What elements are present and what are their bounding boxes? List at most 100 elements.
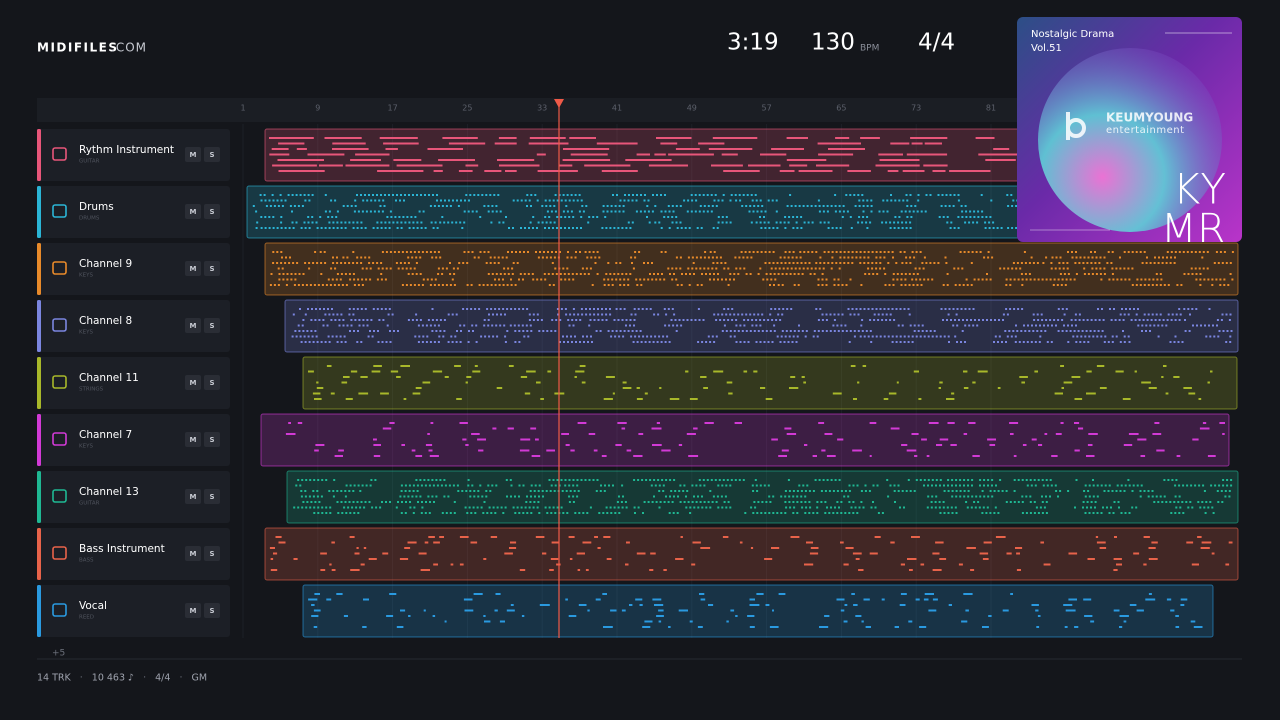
mute-button[interactable] xyxy=(185,546,201,561)
note xyxy=(804,490,807,492)
note xyxy=(1157,501,1160,503)
note xyxy=(573,313,576,316)
note xyxy=(526,495,528,498)
note xyxy=(352,490,355,492)
note xyxy=(957,216,960,218)
track-card xyxy=(37,528,230,580)
note xyxy=(315,308,317,310)
mute-button[interactable] xyxy=(185,318,201,333)
clip[interactable] xyxy=(302,584,1214,638)
note xyxy=(1014,341,1017,343)
note xyxy=(610,512,613,514)
clip[interactable] xyxy=(260,413,1230,467)
more-tracks[interactable]: +5 xyxy=(52,649,65,659)
note xyxy=(963,484,965,487)
note xyxy=(1010,593,1013,595)
note xyxy=(792,335,795,338)
note xyxy=(667,308,670,310)
mute-button[interactable] xyxy=(185,204,201,219)
note xyxy=(959,490,962,492)
solo-button[interactable] xyxy=(204,261,220,276)
clip[interactable] xyxy=(264,242,1239,296)
clip[interactable] xyxy=(284,299,1239,353)
note xyxy=(879,262,882,264)
solo-button[interactable] xyxy=(204,432,220,447)
note xyxy=(839,227,842,229)
solo-button[interactable] xyxy=(204,603,220,618)
playhead-handle[interactable] xyxy=(554,99,564,108)
note xyxy=(816,164,850,167)
note xyxy=(611,284,614,286)
note xyxy=(935,479,938,481)
note xyxy=(659,278,662,281)
note xyxy=(612,392,615,395)
note xyxy=(1225,563,1230,566)
note xyxy=(572,495,575,498)
solo-button[interactable] xyxy=(204,546,220,561)
clip[interactable] xyxy=(264,527,1239,581)
note xyxy=(836,512,839,514)
mute-button[interactable] xyxy=(185,489,201,504)
note xyxy=(877,313,880,316)
note xyxy=(516,199,519,202)
note xyxy=(311,335,314,338)
note xyxy=(943,512,946,514)
note xyxy=(925,330,928,332)
note xyxy=(439,221,442,224)
note xyxy=(453,501,456,503)
note xyxy=(426,335,429,338)
note xyxy=(717,313,720,316)
note xyxy=(954,284,957,286)
note xyxy=(1226,484,1229,487)
note xyxy=(814,479,817,481)
note xyxy=(512,227,514,229)
note xyxy=(857,330,860,332)
note xyxy=(605,313,608,316)
clip[interactable] xyxy=(286,470,1239,524)
note xyxy=(1070,319,1073,321)
mute-button[interactable] xyxy=(185,147,201,162)
note xyxy=(912,284,915,286)
note xyxy=(745,330,748,332)
note xyxy=(633,506,636,509)
note xyxy=(635,278,638,281)
note xyxy=(352,262,355,264)
note xyxy=(532,278,535,281)
mute-button[interactable] xyxy=(185,603,201,618)
solo-button[interactable] xyxy=(204,375,220,390)
note xyxy=(1124,512,1127,514)
note xyxy=(931,335,934,338)
clip[interactable] xyxy=(302,356,1238,410)
note xyxy=(614,205,617,207)
note xyxy=(864,273,867,275)
solo-button[interactable] xyxy=(204,318,220,333)
note xyxy=(707,335,710,338)
note xyxy=(1155,284,1158,286)
note xyxy=(800,501,803,503)
solo-button[interactable] xyxy=(204,147,220,162)
note xyxy=(320,569,326,571)
solo-button[interactable] xyxy=(204,204,220,219)
mute-button[interactable] xyxy=(185,432,201,447)
solo-button[interactable] xyxy=(204,489,220,504)
note xyxy=(420,512,423,514)
note xyxy=(308,199,311,202)
note xyxy=(559,164,573,167)
clip[interactable] xyxy=(264,128,1239,182)
note xyxy=(522,330,525,332)
note xyxy=(348,313,351,316)
note xyxy=(821,313,824,316)
note xyxy=(457,490,460,492)
note xyxy=(471,251,474,253)
note xyxy=(645,479,648,481)
note xyxy=(339,278,342,281)
mute-button[interactable] xyxy=(185,261,201,276)
note xyxy=(405,267,408,270)
track-icon xyxy=(52,489,67,503)
note xyxy=(582,512,585,514)
note xyxy=(1195,273,1198,275)
mute-button[interactable] xyxy=(185,375,201,390)
note xyxy=(619,262,622,264)
note xyxy=(552,199,555,202)
note xyxy=(373,455,381,457)
